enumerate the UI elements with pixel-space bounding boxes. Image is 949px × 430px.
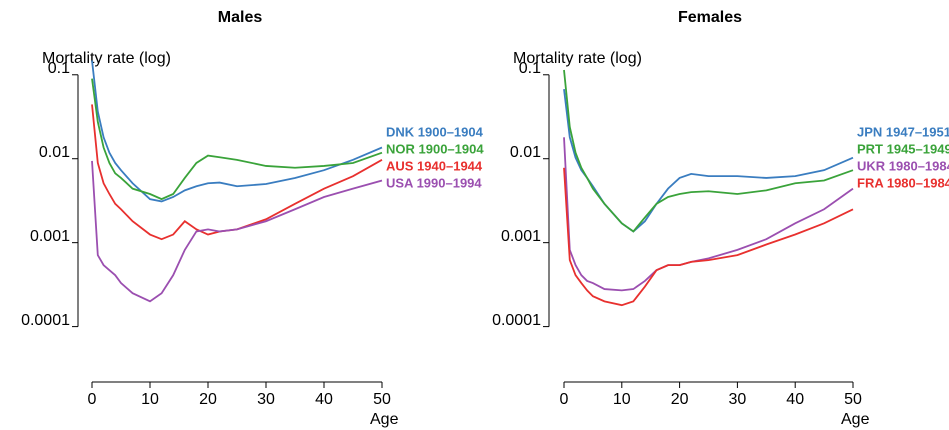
series-line — [91, 160, 383, 303]
y-tick-label: 0.001 — [30, 228, 70, 245]
y-tick-label: 0.01 — [39, 144, 70, 161]
x-tick-label: 30 — [729, 391, 747, 408]
x-tick-label: 0 — [560, 391, 569, 408]
legend-label: PRT 1945–1949 — [857, 141, 949, 156]
x-tick-label: 20 — [199, 391, 217, 408]
series-line — [563, 89, 854, 233]
series-line — [91, 60, 383, 203]
series-line — [563, 167, 854, 307]
y-tick-label: 0.1 — [519, 60, 541, 77]
x-tick-label: 20 — [671, 391, 689, 408]
y-tick-label: 0.0001 — [21, 312, 70, 329]
chart-title: Males — [218, 9, 263, 26]
x-tick-label: 40 — [786, 391, 804, 408]
y-tick-label: 0.001 — [501, 228, 541, 245]
x-tick-label: 0 — [88, 391, 97, 408]
x-axis-label: Age — [370, 411, 399, 428]
series-line — [563, 69, 854, 233]
y-tick-label: 0.1 — [48, 60, 70, 77]
x-tick-label: 40 — [315, 391, 333, 408]
legend-label: JPN 1947–1951 — [857, 124, 949, 139]
y-tick-label: 0.01 — [510, 144, 541, 161]
x-tick-label: 30 — [257, 391, 275, 408]
x-tick-label: 10 — [613, 391, 631, 408]
legend-label: AUS 1940–1944 — [386, 158, 483, 173]
y-axis-label: Mortality rate (log) — [513, 50, 642, 67]
series-line — [91, 78, 383, 201]
legend-label: FRA 1980–1984 — [857, 175, 949, 190]
legend-label: DNK 1900–1904 — [386, 124, 484, 139]
legend-label: NOR 1900–1904 — [386, 141, 484, 156]
y-axis-label: Mortality rate (log) — [42, 50, 171, 67]
x-axis-label: Age — [841, 411, 870, 428]
legend-label: UKR 1980–1984 — [857, 158, 949, 173]
x-tick-label: 50 — [373, 391, 391, 408]
series-line — [91, 104, 383, 241]
chart-title: Females — [678, 9, 742, 26]
series-line — [563, 137, 854, 292]
y-tick-label: 0.0001 — [492, 312, 541, 329]
x-tick-label: 10 — [141, 391, 159, 408]
x-tick-label: 50 — [844, 391, 862, 408]
legend-label: USA 1990–1994 — [386, 175, 482, 190]
